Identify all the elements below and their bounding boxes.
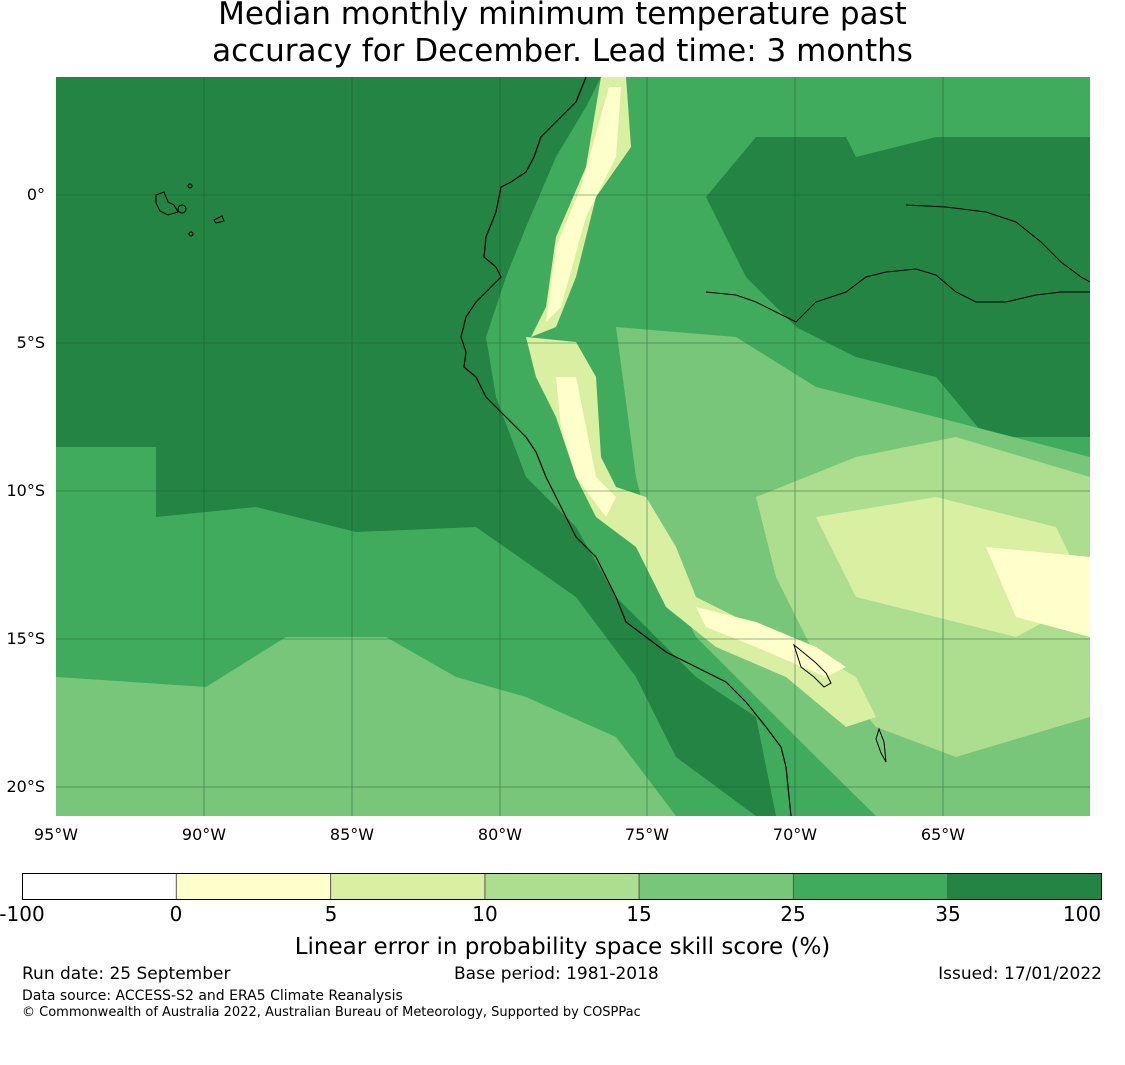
colorbar-outline xyxy=(22,873,1102,900)
lon-label-95w: 95°W xyxy=(33,825,79,844)
lon-label-80w: 80°W xyxy=(477,825,523,844)
lon-label-85w: 85°W xyxy=(329,825,375,844)
andes-ridge-central-core xyxy=(556,377,616,517)
lake-poopo xyxy=(875,727,887,763)
graticule xyxy=(56,77,1090,816)
map-title: Median monthly minimum temperature past … xyxy=(0,0,1125,70)
title-line-1: Median monthly minimum temperature past xyxy=(218,0,907,32)
colorbar-tick-3: 5 xyxy=(324,902,338,926)
lon-label-90w: 90°W xyxy=(181,825,227,844)
north-land-patch xyxy=(816,77,956,157)
colorbar-segment-7 xyxy=(947,873,1102,900)
altiplano-yellow-patch xyxy=(986,547,1090,637)
lon-label-75w: 75°W xyxy=(624,825,670,844)
colorbar-segment-1 xyxy=(22,873,177,900)
data-source: Data source: ACCESS-S2 and ERA5 Climate … xyxy=(22,988,403,1004)
south-ocean-light-band xyxy=(56,637,676,816)
colorbar-segment-2 xyxy=(176,873,331,900)
colorbar-tick-7: 35 xyxy=(935,902,961,926)
colorbar-tick-1: -100 xyxy=(0,902,45,926)
colorbar-segment-4 xyxy=(484,873,640,900)
lat-label-20s: 20°S xyxy=(6,777,45,796)
colorbar-tick-6: 25 xyxy=(780,902,806,926)
galapagos-islands xyxy=(155,183,225,237)
colorbar-segment-6 xyxy=(793,873,948,900)
ocean-dark-patch xyxy=(56,277,176,447)
skill-map xyxy=(56,77,1090,816)
andes-ridge-south-core xyxy=(696,607,846,677)
colorbar-tick-8: 100 xyxy=(1062,902,1102,926)
andes-ridge-central xyxy=(526,337,876,727)
river-north xyxy=(905,204,1090,283)
issued-date: Issued: 17/01/2022 xyxy=(938,964,1102,984)
lon-label-65w: 65°W xyxy=(920,825,966,844)
lat-label-5s: 5°S xyxy=(16,333,45,352)
colorbar-label: Linear error in probability space skill … xyxy=(294,934,831,960)
base-period: Base period: 1981-2018 xyxy=(454,964,659,984)
lake-titicaca xyxy=(793,643,832,688)
coastline xyxy=(460,77,792,816)
run-date: Run date: 25 September xyxy=(22,964,231,984)
copyright-notice: © Commonwealth of Australia 2022, Austra… xyxy=(22,1005,641,1020)
map-svg xyxy=(56,77,1090,816)
colorbar-tick-5: 15 xyxy=(626,902,652,926)
amazon-river xyxy=(705,268,1090,323)
amazon-dark-region xyxy=(706,137,1090,437)
colorbar-segment-3 xyxy=(330,873,485,900)
colorbar-tick-2: 0 xyxy=(169,902,183,926)
andes-ridge-north-core xyxy=(546,87,621,322)
title-line-2: accuracy for December. Lead time: 3 mont… xyxy=(212,33,913,69)
lat-label-15s: 15°S xyxy=(6,629,45,648)
colorbar xyxy=(22,873,1102,900)
lon-label-70w: 70°W xyxy=(772,825,818,844)
lat-label-0: 0° xyxy=(26,185,45,204)
lat-label-10s: 10°S xyxy=(6,481,45,500)
colorbar-tick-4: 10 xyxy=(472,902,498,926)
colorbar-segment-5 xyxy=(639,873,794,900)
